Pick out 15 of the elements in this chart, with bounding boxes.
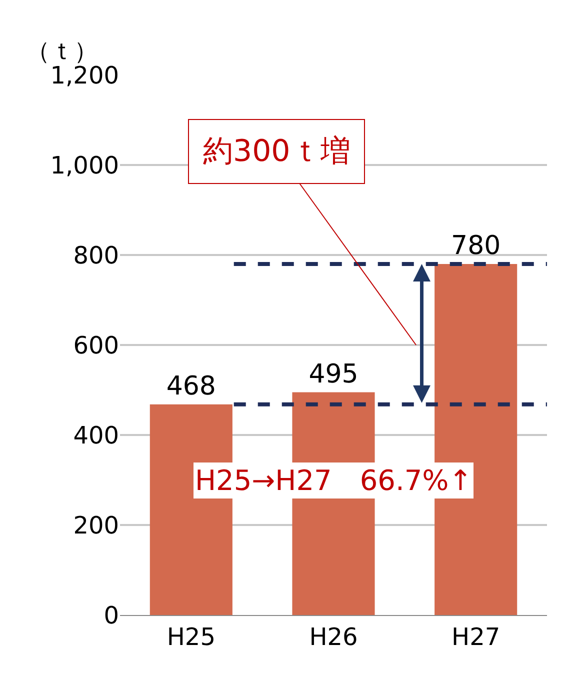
y-tick-label: 0 bbox=[104, 601, 119, 630]
y-axis-title: （ｔ） bbox=[26, 37, 98, 65]
data-label: 780 bbox=[451, 231, 501, 261]
y-tick-label: 400 bbox=[73, 421, 119, 450]
x-tick-label: H25 bbox=[166, 622, 216, 651]
y-tick-label: 600 bbox=[73, 331, 119, 360]
y-tick-label: 800 bbox=[73, 241, 119, 270]
x-tick-label: H26 bbox=[309, 622, 358, 651]
data-label: 468 bbox=[166, 371, 216, 402]
x-tick-label: H27 bbox=[452, 622, 500, 651]
y-tick-label: 200 bbox=[73, 511, 119, 540]
annotation: H25→H27 66.7%↑ bbox=[195, 464, 472, 497]
y-tick-label: 1,000 bbox=[50, 151, 119, 180]
annotation: 約300ｔ増 bbox=[203, 134, 350, 169]
data-label: 495 bbox=[308, 359, 358, 390]
